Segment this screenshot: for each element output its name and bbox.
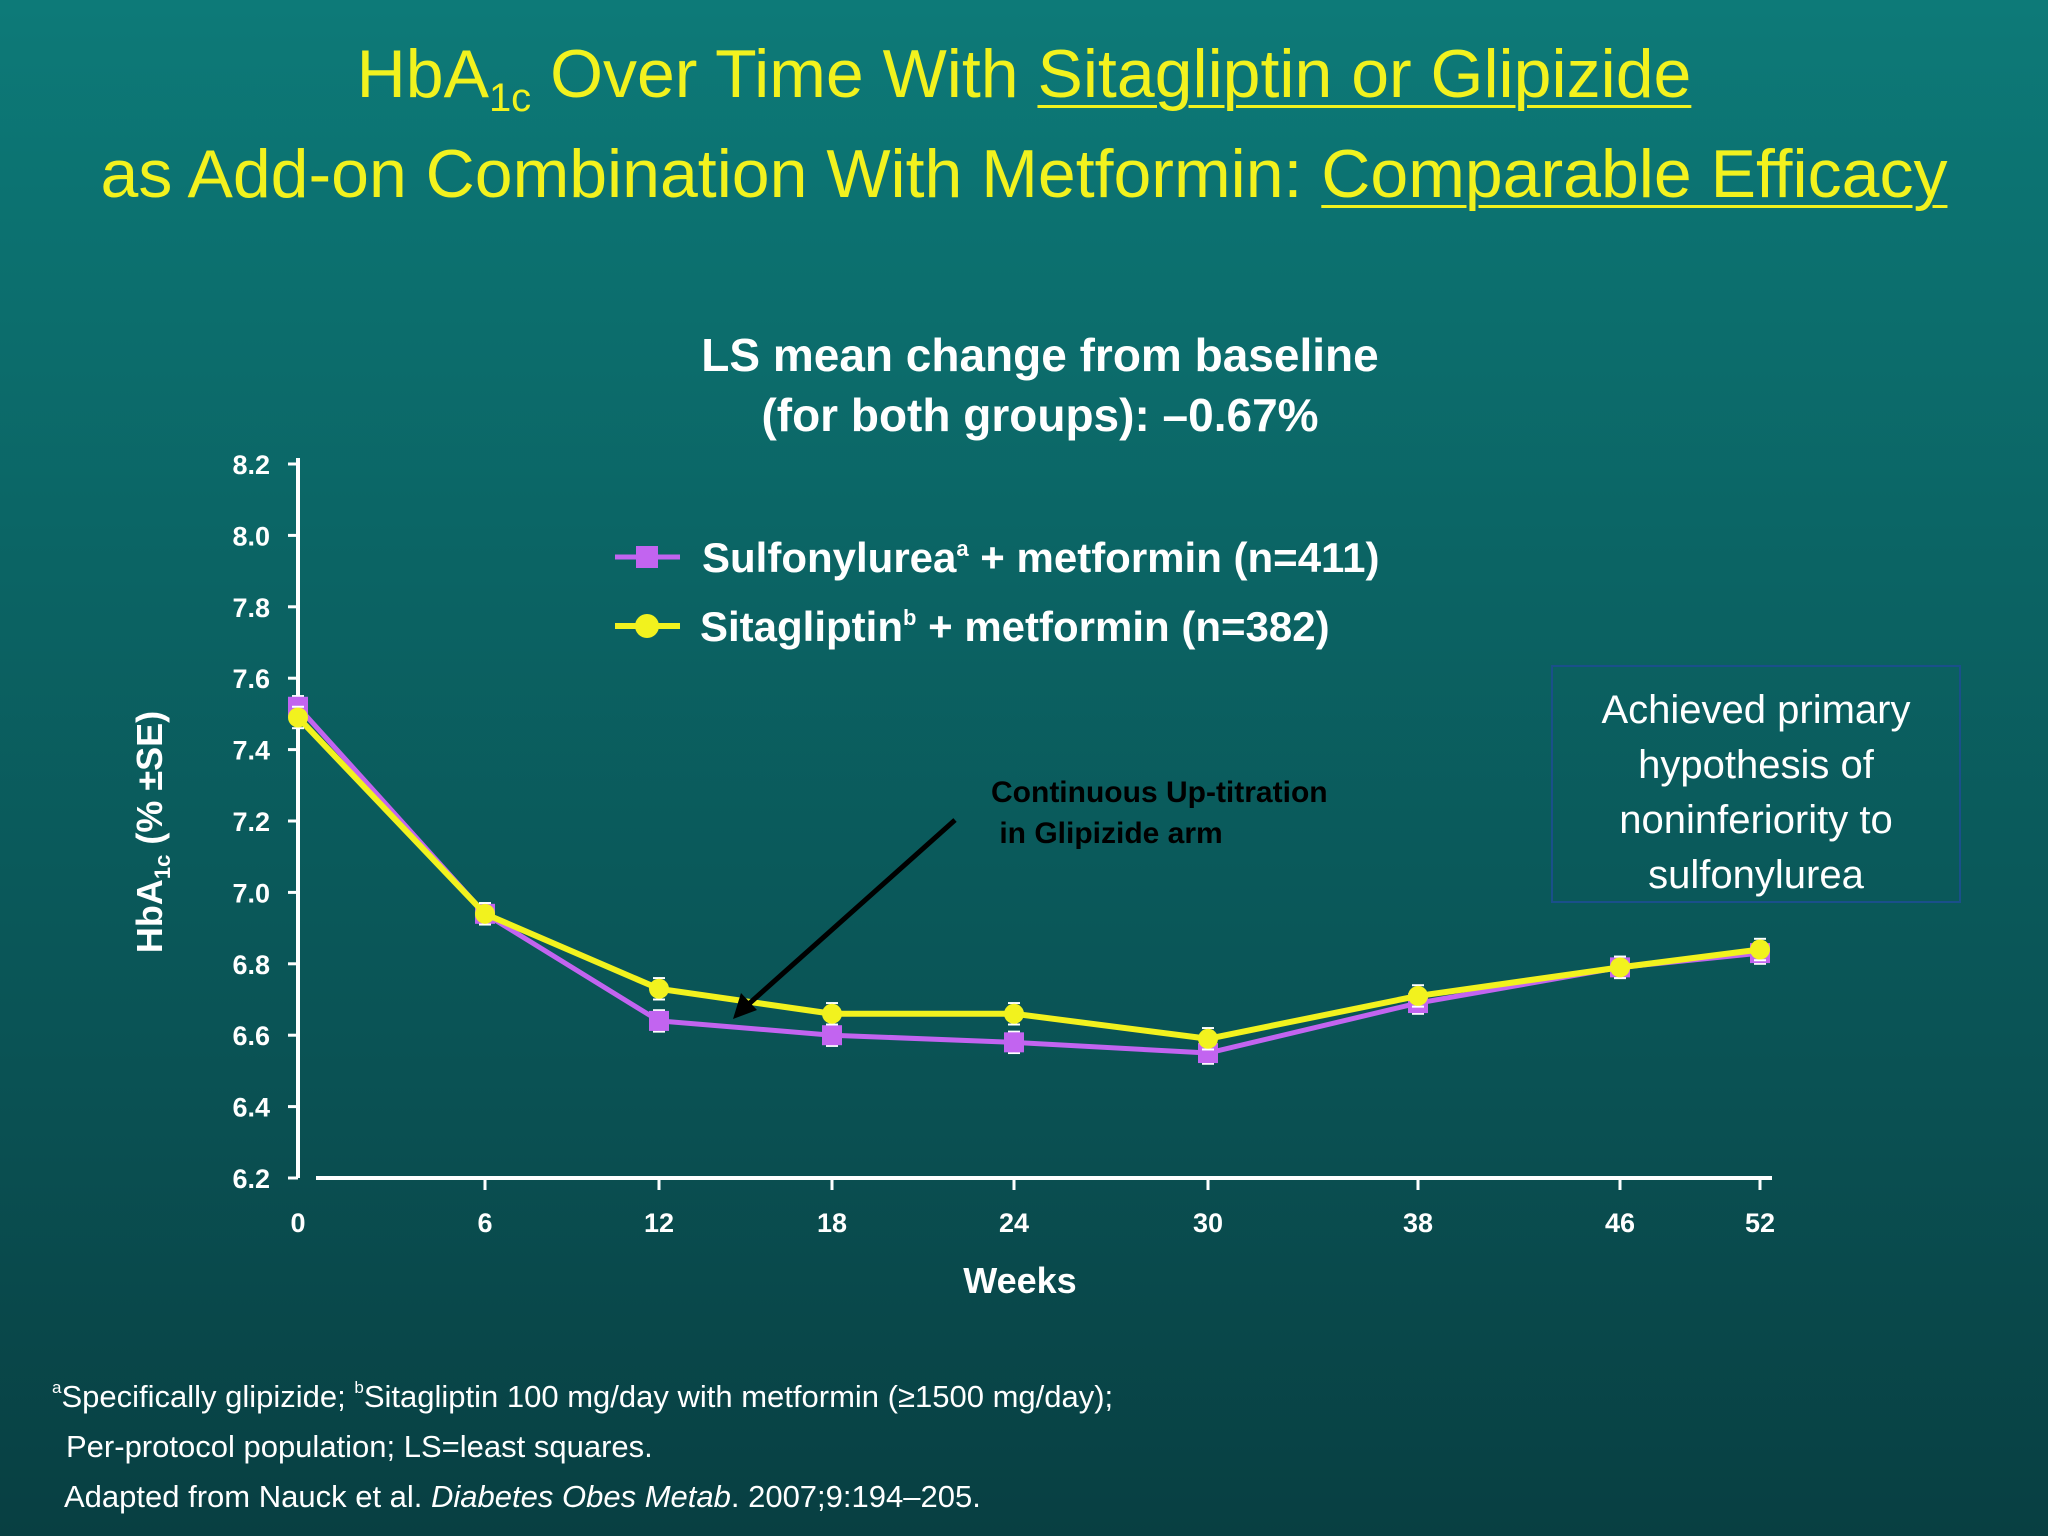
y-tick-label: 7.6 (232, 664, 270, 694)
x-tick-label: 52 (1745, 1208, 1775, 1238)
chart-subtitle-line-2: (for both groups): –0.67% (761, 389, 1319, 441)
x-axis: 0 6 12 18 24 30 38 46 52 (290, 1176, 1775, 1238)
x-axis-label: Weeks (963, 1260, 1076, 1301)
y-tick-label: 8.2 (232, 450, 270, 480)
legend-sulfonylurea-marker (636, 546, 658, 568)
title-hba-subscript: 1c (488, 76, 532, 120)
legend-sulfonylurea-sup: a (956, 536, 969, 561)
series-line-sulfonylurea (296, 705, 1761, 1056)
slide-title-line-1: HbA1c Over Time With Sitagliptin or Glip… (0, 40, 2048, 118)
note-line-2: hypothesis of (1638, 743, 1874, 787)
y-tick-label: 6.6 (232, 1021, 270, 1051)
data-point-sulfonylurea (1004, 1032, 1024, 1053)
legend-sulfonylurea-label: Sulfonylureaa + metformin (n=411) (702, 534, 1379, 581)
y-axis-label-subscript: 1c (150, 855, 175, 879)
y-tick-label: 7.8 (232, 593, 270, 623)
data-point-sitagliptin (288, 707, 308, 728)
x-tick-label: 24 (999, 1208, 1029, 1238)
legend-sitagliptin-label: Sitagliptinb + metformin (n=382) (700, 603, 1330, 650)
note-line-1: Achieved primary (1601, 688, 1911, 732)
legend: Sulfonylureaa + metformin (n=411) Sitagl… (615, 534, 1379, 650)
y-tick-label: 7.0 (232, 878, 270, 908)
footnotes: aSpecifically glipizide; bSitagliptin 10… (52, 1363, 1113, 1522)
legend-sulfonylurea-detail: + metformin (n=411) (969, 534, 1380, 581)
y-tick-label: 6.2 (232, 1164, 270, 1194)
footnote-sitagliptin-dose: Sitagliptin 100 mg/day with metformin (≥… (363, 1379, 1114, 1414)
series-sitagliptin (288, 705, 1770, 1051)
x-tick-label: 0 (290, 1208, 305, 1238)
data-point-sulfonylurea (1198, 1043, 1218, 1064)
title-over-time: Over Time With (531, 36, 1038, 112)
y-tick-label: 6.8 (232, 950, 270, 980)
legend-sitagliptin-detail: + metformin (n=382) (916, 603, 1329, 650)
y-axis-label: HbA1c (% ±SE) (129, 711, 175, 953)
legend-sitagliptin-name: Sitagliptin (700, 603, 903, 650)
footnote-line-1: aSpecifically glipizide; bSitagliptin 10… (52, 1363, 1113, 1422)
data-point-sitagliptin (1408, 985, 1428, 1006)
x-tick-label: 12 (644, 1208, 674, 1238)
series-sulfonylurea (288, 695, 1770, 1065)
footnote-journal: Diabetes Obes Metab (431, 1479, 731, 1514)
data-point-sitagliptin (649, 978, 669, 999)
data-point-sitagliptin (822, 1003, 842, 1024)
footnote-citation-post: . 2007;9:194–205. (730, 1479, 981, 1514)
data-point-sitagliptin (475, 903, 495, 924)
footnote-sup-b: b (354, 1378, 364, 1397)
y-axis-label-hba: HbA (129, 879, 170, 953)
note-line-3: noninferiority to (1619, 798, 1893, 842)
slide-title-line-2: as Add-on Combination With Metformin: Co… (0, 140, 2048, 208)
y-axis-label-unit: (% ±SE) (129, 711, 170, 855)
x-tick-label: 6 (477, 1208, 492, 1238)
y-tick-label: 7.2 (232, 807, 270, 837)
note-line-4: sulfonylurea (1648, 853, 1864, 897)
legend-sitagliptin-marker (635, 614, 659, 638)
footnote-citation-pre: Adapted from Nauck et al. (64, 1479, 432, 1514)
y-tick-label: 7.4 (232, 736, 270, 766)
x-tick-label: 38 (1403, 1208, 1433, 1238)
data-point-sulfonylurea (822, 1025, 842, 1046)
data-point-sitagliptin (1610, 957, 1630, 978)
legend-sitagliptin-sup: b (903, 605, 916, 630)
data-point-sitagliptin (1198, 1028, 1218, 1049)
annotation-line-1: Continuous Up-titration (991, 776, 1328, 809)
footnote-glipizide: Specifically glipizide; (61, 1379, 355, 1414)
title-drugs-underlined: Sitagliptin or Glipizide (1037, 36, 1692, 112)
y-tick-label: 8.0 (232, 521, 270, 551)
series-line-sitagliptin (295, 715, 1761, 1042)
chart-subtitle-line-1: LS mean change from baseline (701, 329, 1379, 381)
annotation-arrow-head (733, 993, 757, 1019)
data-point-sitagliptin (1004, 1003, 1024, 1024)
x-tick-label: 18 (817, 1208, 847, 1238)
footnote-sup-a: a (52, 1378, 62, 1397)
legend-sulfonylurea-name: Sulfonylurea (702, 534, 957, 581)
x-tick-label: 30 (1193, 1208, 1223, 1238)
footnote-line-3: Adapted from Nauck et al. Diabetes Obes … (52, 1472, 1113, 1522)
data-point-sulfonylurea (649, 1010, 669, 1031)
data-point-sitagliptin (1750, 939, 1770, 960)
title-hba: HbA (356, 36, 489, 112)
annotation: Continuous Up-titration in Glipizide arm (733, 776, 1328, 1019)
series (288, 695, 1770, 1065)
title-add-on: as Add-on Combination With Metformin: (100, 136, 1322, 212)
annotation-arrow-shaft (740, 818, 957, 1012)
annotation-line-2: in Glipizide arm (991, 817, 1223, 850)
y-tick-label: 6.4 (232, 1093, 270, 1123)
noninferiority-note-box: Achieved primary hypothesis of noninferi… (1551, 665, 1961, 903)
x-tick-label: 46 (1605, 1208, 1635, 1238)
y-axis: 8.2 8.0 7.8 7.6 7.4 7.2 7.0 6.8 6.6 6.4 6.2 (232, 450, 300, 1194)
footnote-line-2: Per-protocol population; LS=least square… (66, 1429, 653, 1464)
title-comparable-efficacy: Comparable Efficacy (1321, 136, 1948, 212)
